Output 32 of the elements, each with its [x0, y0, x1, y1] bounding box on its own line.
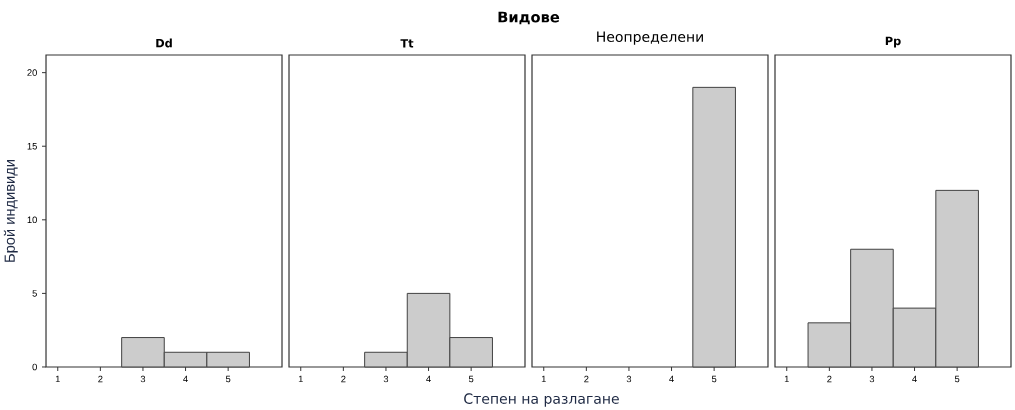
x-tick-label: 4 [669, 375, 674, 383]
x-tick-label: 4 [912, 375, 917, 383]
text: Видове [498, 11, 560, 25]
chart-title: Tt [400, 39, 414, 48]
x-tick-label: 3 [626, 375, 632, 383]
text: Степен на разлагане [464, 393, 619, 407]
y-tick-label: 15 [27, 142, 37, 150]
x-tick-label: 2 [584, 375, 589, 383]
y-tick-label: 10 [27, 216, 37, 224]
y-tick-label: 0 [32, 363, 37, 371]
chart-title: Неопределени [597, 31, 703, 45]
x-tick-label: 4 [183, 375, 188, 383]
x-tick-label: 5 [711, 375, 717, 383]
x-tick-label: 3 [869, 375, 875, 383]
x-tick-label: 5 [468, 375, 474, 383]
y-tick-label: 5 [32, 290, 37, 297]
x-tick-label: 2 [98, 375, 103, 383]
x-tick-label: 2 [341, 375, 346, 383]
x-tick-label: 3 [140, 375, 146, 383]
y-axis-title: Брой индивиди [3, 160, 18, 262]
x-tick-label: 5 [954, 375, 960, 383]
x-tick-label: 1 [784, 375, 789, 383]
chart-title: Pp [885, 36, 901, 48]
x-tick-label: 1 [55, 375, 60, 383]
x-tick-label: 1 [541, 375, 546, 383]
y-tick-label: 20 [27, 69, 37, 76]
x-tick-label: 3 [383, 375, 389, 383]
x-tick-label: 1 [298, 375, 303, 383]
x-tick-label: 4 [426, 375, 431, 383]
x-tick-label: 2 [827, 375, 832, 383]
chart-title: Dd [156, 38, 172, 48]
x-tick-label: 5 [225, 375, 231, 383]
